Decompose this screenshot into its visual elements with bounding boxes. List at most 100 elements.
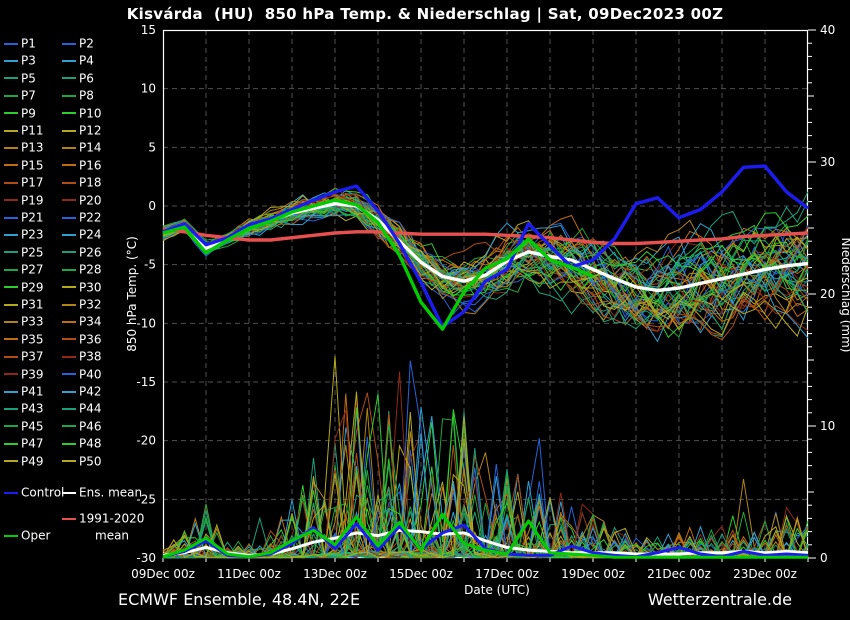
- legend-item-p3: P3: [4, 53, 36, 69]
- legend-item-p24: P24: [62, 227, 102, 243]
- legend-line-swatch: [4, 181, 18, 184]
- legend-line-swatch: [62, 129, 76, 132]
- y-right-tick-label: 40: [820, 23, 835, 37]
- legend-item-label: P21: [21, 210, 44, 225]
- legend-item-label: P32: [79, 297, 102, 312]
- legend-item-label: P7: [21, 88, 36, 103]
- legend-item-p40: P40: [62, 367, 102, 383]
- legend-item-label: P20: [79, 193, 102, 208]
- y-left-tick-label: -25: [136, 492, 156, 506]
- legend-line-swatch: [62, 425, 76, 428]
- legend-item-p42: P42: [62, 384, 102, 400]
- y-right-tick-label: 0: [820, 551, 828, 565]
- legend-line-swatch: [62, 77, 76, 80]
- y-left-tick-label: -15: [136, 375, 156, 389]
- y-left-tick-label: -5: [144, 258, 156, 272]
- legend-line-swatch: [4, 303, 18, 306]
- legend-item-p14: P14: [62, 140, 102, 156]
- legend-line-swatch: [4, 129, 18, 132]
- x-axis-tick-label: 21Dec 00z: [647, 567, 711, 581]
- member-precip-line-p16: [163, 470, 809, 559]
- legend-item-p32: P32: [62, 297, 102, 313]
- legend-item-label: P9: [21, 106, 36, 121]
- legend-item-p43: P43: [4, 401, 44, 417]
- legend-line-swatch: [62, 146, 76, 149]
- legend-item-p30: P30: [62, 280, 102, 296]
- legend-item-label: P42: [79, 384, 102, 399]
- member-precip-line-p47: [162, 393, 809, 559]
- legend-line-swatch: [4, 442, 18, 445]
- y-left-tick-label: -30: [136, 551, 156, 565]
- member-precip-line-p50: [162, 391, 809, 559]
- legend-line-swatch: [4, 286, 18, 289]
- legend-line-swatch: [62, 338, 76, 341]
- legend-item-p12: P12: [62, 123, 102, 139]
- legend-item-p16: P16: [62, 158, 102, 174]
- member-precip-line-p21: [162, 360, 809, 559]
- legend-item-p8: P8: [62, 88, 94, 104]
- legend-line-swatch: [62, 460, 76, 463]
- legend-line-swatch: [62, 59, 76, 62]
- legend-line-swatch: [62, 164, 76, 167]
- legend-item-label: Ens. mean: [79, 485, 143, 500]
- legend-item-label: P41: [21, 384, 44, 399]
- legend-item-label: P47: [21, 436, 44, 451]
- legend-item-label: P18: [79, 175, 102, 190]
- legend-line-swatch: [4, 338, 18, 341]
- member-temp-line-p42: [162, 213, 809, 339]
- legend-line-swatch: [62, 181, 76, 184]
- x-axis-tick-label: 13Dec 00z: [303, 567, 367, 581]
- legend-item-label: P37: [21, 349, 44, 364]
- legend-line-swatch: [4, 491, 18, 494]
- legend-item-p21: P21: [4, 210, 44, 226]
- legend-item-p34: P34: [62, 314, 102, 330]
- legend-item-p22: P22: [62, 210, 102, 226]
- legend-item-p47: P47: [4, 436, 44, 452]
- y-left-tick-label: -20: [136, 434, 156, 448]
- legend-item-p23: P23: [4, 227, 44, 243]
- legend-line-swatch: [4, 42, 18, 45]
- member-precip-line-p33: [162, 420, 809, 559]
- x-axis-tick-label: 09Dec 00z: [131, 567, 195, 581]
- member-precip-line-p38: [162, 469, 809, 559]
- legend-item-p19: P19: [4, 193, 44, 209]
- y-right-tick-label: 10: [820, 419, 835, 433]
- y-right-tick-label: 20: [820, 287, 835, 301]
- legend-item-clim-mean: 1991-2020: [62, 511, 144, 527]
- y-right-tick-label: 30: [820, 155, 835, 169]
- legend-line-swatch: [62, 286, 76, 289]
- legend-item-p31: P31: [4, 297, 44, 313]
- legend-line-swatch: [62, 94, 76, 97]
- member-precip-line-p27: [163, 418, 809, 559]
- footer-model-info: ECMWF Ensemble, 48.4N, 22E: [118, 590, 361, 609]
- page-title: Kisvárda (HU) 850 hPa Temp. & Niederschl…: [126, 5, 724, 23]
- member-precip-line-p49: [162, 473, 809, 559]
- legend-item-control: Control: [4, 485, 64, 501]
- legend-item-label: P8: [79, 88, 94, 103]
- legend-item-label: P12: [79, 123, 102, 138]
- y-right-axis-title: Niederschlag (mm): [839, 238, 850, 353]
- legend-line-swatch: [4, 355, 18, 358]
- legend-item-label: P26: [79, 245, 102, 260]
- legend-item-label: P49: [21, 454, 44, 469]
- legend-item-p9: P9: [4, 106, 36, 122]
- legend-item-label: P29: [21, 280, 44, 295]
- y-left-tick-label: -10: [136, 316, 156, 330]
- legend-item-p36: P36: [62, 332, 102, 348]
- legend-line-swatch: [62, 268, 76, 271]
- legend-item-label: P4: [79, 53, 94, 68]
- legend-item-p13: P13: [4, 140, 44, 156]
- control-temp-line: [162, 164, 810, 329]
- legend-item-label: P2: [79, 36, 94, 51]
- legend-line-swatch: [62, 112, 76, 115]
- oper-temp-line: [162, 198, 594, 331]
- legend-item-p35: P35: [4, 332, 44, 348]
- legend-line-swatch: [62, 355, 76, 358]
- legend-item-label: Control: [21, 485, 65, 500]
- member-precip-line-p31: [163, 355, 809, 559]
- member-precip-line-p18: [162, 392, 809, 559]
- legend: P1 P2 P3 P4 P5 P6 P7 P8 P9 P10 P11 P12 P13 P14 P15 P16 P…: [4, 36, 154, 566]
- legend-item-label: P44: [79, 401, 102, 416]
- legend-item-label: P40: [79, 367, 102, 382]
